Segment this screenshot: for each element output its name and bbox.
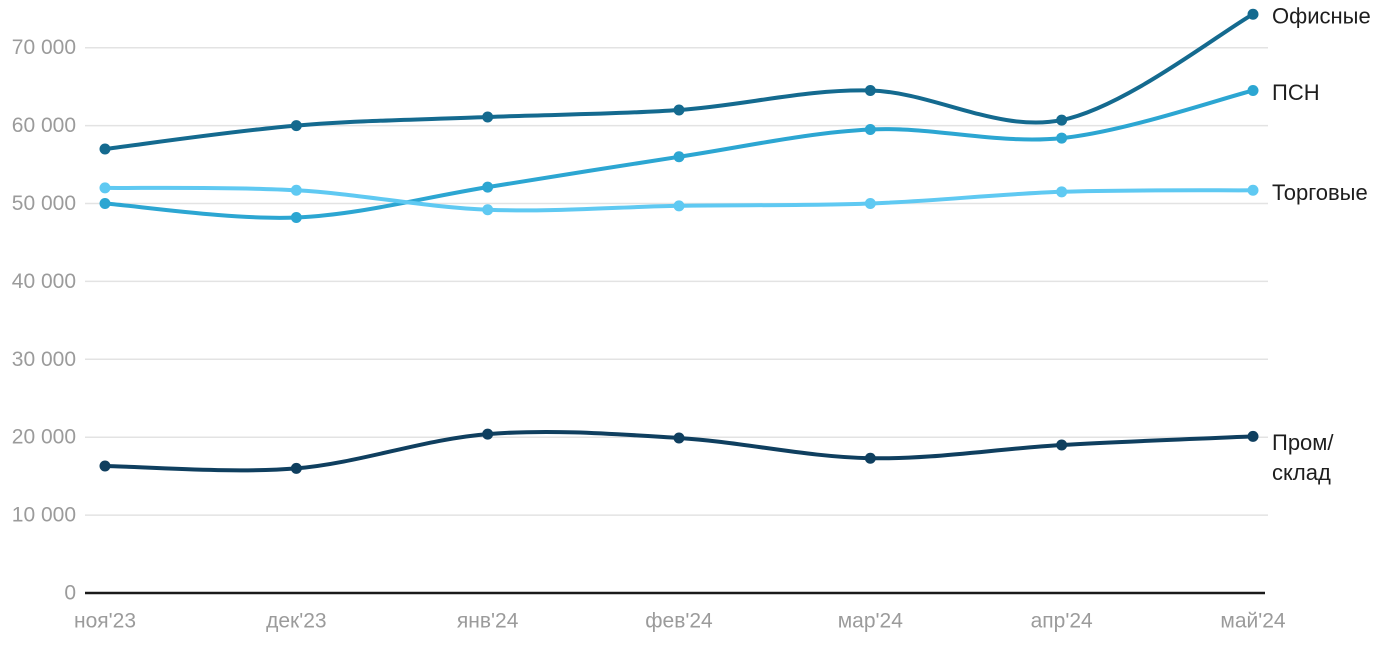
series-point-psn	[1056, 132, 1068, 144]
series-point-offices	[1247, 8, 1259, 20]
series-point-psn	[864, 123, 876, 135]
series-point-retail	[1056, 186, 1068, 198]
series-point-industrial	[99, 460, 111, 472]
series-point-industrial	[1056, 439, 1068, 451]
series-point-industrial	[290, 462, 302, 474]
x-tick-label: янв'24	[457, 610, 519, 633]
series-point-psn	[99, 198, 111, 209]
series-point-retail	[290, 184, 302, 196]
y-tick-label: 0	[64, 582, 76, 605]
series-label-psn: ПСН	[1272, 80, 1320, 105]
series-line-offices	[103, 12, 1255, 151]
y-tick-label: 10 000	[12, 504, 76, 527]
series-point-retail	[1247, 184, 1259, 196]
series-label-industrial: склад	[1272, 460, 1331, 485]
series-point-retail	[864, 198, 876, 209]
series-label-retail: Торговые	[1272, 180, 1368, 205]
series-point-industrial	[673, 432, 685, 444]
series-point-psn	[673, 151, 685, 163]
series-point-offices	[673, 104, 685, 116]
series-point-offices	[864, 85, 876, 97]
x-tick-label: май'24	[1220, 610, 1286, 633]
series-point-offices	[482, 111, 494, 123]
x-tick-label: мар'24	[838, 610, 903, 633]
series-point-retail	[99, 182, 111, 194]
series-point-retail	[673, 200, 685, 212]
series-point-offices	[290, 120, 302, 132]
series-point-offices	[1056, 114, 1068, 126]
y-tick-label: 60 000	[12, 114, 76, 137]
series-point-psn	[1247, 85, 1259, 97]
series-point-industrial	[482, 428, 494, 440]
series-point-industrial	[1247, 430, 1259, 442]
x-tick-label: фев'24	[645, 610, 713, 633]
x-tick-label: дек'23	[266, 610, 327, 633]
series-point-psn	[482, 181, 494, 193]
x-tick-label: ноя'23	[74, 610, 136, 633]
y-tick-label: 40 000	[12, 270, 76, 293]
series-point-psn	[290, 212, 302, 224]
y-tick-label: 30 000	[12, 348, 76, 371]
series-label-industrial: Пром/	[1272, 430, 1334, 455]
y-tick-label: 70 000	[12, 36, 76, 59]
series-point-offices	[99, 143, 111, 155]
series-point-retail	[482, 204, 494, 216]
series-point-industrial	[864, 452, 876, 464]
x-tick-label: апр'24	[1031, 610, 1093, 633]
y-tick-label: 50 000	[12, 192, 76, 215]
series-label-offices: Офисные	[1272, 4, 1371, 29]
y-tick-label: 20 000	[12, 426, 76, 449]
